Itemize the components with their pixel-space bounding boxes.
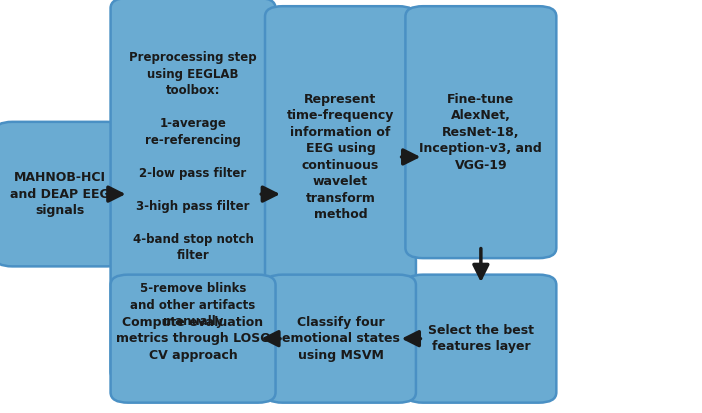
FancyBboxPatch shape bbox=[265, 6, 416, 308]
FancyBboxPatch shape bbox=[0, 122, 125, 266]
FancyBboxPatch shape bbox=[406, 6, 557, 258]
Text: Classify four
emotional states
using MSVM: Classify four emotional states using MSV… bbox=[282, 316, 399, 362]
Text: Preprocessing step
using EEGLAB
toolbox:

1-average
re-referencing

2-low pass f: Preprocessing step using EEGLAB toolbox:… bbox=[129, 52, 257, 328]
Text: Compute evaluation
metrics through LOSO
CV approach: Compute evaluation metrics through LOSO … bbox=[116, 316, 270, 362]
FancyBboxPatch shape bbox=[111, 275, 276, 403]
FancyBboxPatch shape bbox=[265, 275, 416, 403]
FancyBboxPatch shape bbox=[111, 0, 276, 382]
FancyBboxPatch shape bbox=[406, 275, 557, 403]
Text: MAHNOB-HCI
and DEAP EEG
signals: MAHNOB-HCI and DEAP EEG signals bbox=[10, 171, 110, 217]
Text: Select the best
features layer: Select the best features layer bbox=[428, 324, 534, 354]
Text: Fine-tune
AlexNet,
ResNet-18,
Inception-v3, and
VGG-19: Fine-tune AlexNet, ResNet-18, Inception-… bbox=[420, 93, 542, 172]
Text: Represent
time-frequency
information of
EEG using
continuous
wavelet
transform
m: Represent time-frequency information of … bbox=[287, 93, 394, 221]
